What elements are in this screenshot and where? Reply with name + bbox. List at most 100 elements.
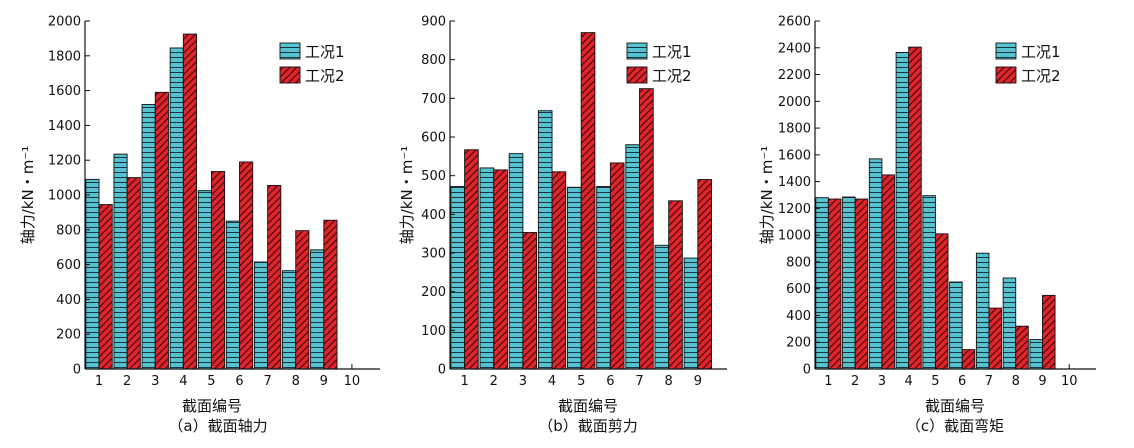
bar-c-s1-6 bbox=[949, 281, 963, 370]
bar-b-s2-8 bbox=[668, 200, 683, 370]
xtick-label-b: 3 bbox=[519, 374, 527, 389]
legend-label-b-s2: 工况2 bbox=[652, 67, 692, 85]
bar-a-s2-7 bbox=[267, 184, 282, 370]
ytick-label-a: 1800 bbox=[48, 49, 81, 64]
ytick-label-b: 600 bbox=[421, 131, 446, 146]
ytick-label-c: 800 bbox=[786, 255, 811, 270]
bar-a-s1-6 bbox=[225, 220, 240, 370]
bar-a-s1-2 bbox=[113, 153, 128, 370]
ytick-label-c: 600 bbox=[786, 282, 811, 297]
legend-label-c-s1: 工况1 bbox=[1021, 43, 1061, 61]
xtick-label-c: 3 bbox=[878, 374, 886, 389]
xtick-label-c: 6 bbox=[958, 374, 966, 389]
caption-a: （a）截面轴力 bbox=[168, 417, 267, 435]
xtick-label-c: 4 bbox=[905, 374, 913, 389]
bar-b-s1-3 bbox=[508, 153, 524, 370]
xtick-label-b: 9 bbox=[694, 374, 702, 389]
bar-c-s2-8 bbox=[1015, 325, 1029, 370]
xtick-label-c: 10 bbox=[1061, 374, 1078, 389]
ytick-label-c: 0 bbox=[803, 363, 811, 378]
ytick-label-b: 200 bbox=[421, 285, 446, 300]
bar-a-s2-2 bbox=[126, 177, 141, 370]
xtick-label-a: 3 bbox=[151, 374, 159, 389]
bar-b-s1-2 bbox=[479, 167, 495, 370]
ytick-label-a: 1400 bbox=[48, 119, 81, 134]
bar-b-s2-1 bbox=[464, 149, 479, 370]
bar-a-s1-9 bbox=[310, 249, 325, 370]
bar-a-s1-3 bbox=[141, 104, 156, 370]
legend-label-a-s2: 工况2 bbox=[305, 67, 345, 85]
bar-a-s1-8 bbox=[282, 270, 297, 370]
bar-c-s1-3 bbox=[868, 158, 883, 370]
ytick-label-a: 1600 bbox=[48, 84, 81, 99]
xtick-label-b: 2 bbox=[490, 374, 498, 389]
ytick-label-a: 1200 bbox=[48, 154, 81, 169]
legend-label-b-s1: 工况1 bbox=[652, 43, 692, 61]
ytick-label-b: 400 bbox=[421, 208, 446, 223]
xtick-label-a: 5 bbox=[207, 374, 215, 389]
legend-label-c-s2: 工况2 bbox=[1021, 67, 1061, 85]
bar-c-s2-3 bbox=[881, 174, 895, 370]
bar-b-s2-4 bbox=[551, 171, 567, 370]
bar-b-s2-6 bbox=[609, 162, 625, 370]
ytick-label-a: 2000 bbox=[48, 15, 81, 30]
xtick-label-a: 7 bbox=[263, 374, 271, 389]
ytick-label-c: 1600 bbox=[778, 148, 811, 163]
ytick-label-a: 600 bbox=[56, 258, 81, 273]
bar-a-s1-5 bbox=[197, 190, 212, 370]
ytick-label-a: 0 bbox=[73, 363, 81, 378]
bar-a-s2-1 bbox=[98, 204, 113, 370]
xtick-label-a: 6 bbox=[235, 374, 243, 389]
bar-a-s2-5 bbox=[210, 171, 226, 370]
bar-b-s2-9 bbox=[697, 179, 712, 370]
xlabel-a: 截面编号 bbox=[182, 397, 242, 415]
xtick-label-c: 1 bbox=[824, 374, 832, 389]
ytick-label-b: 800 bbox=[421, 53, 446, 68]
ytick-label-b: 700 bbox=[421, 92, 446, 107]
bar-c-s1-4 bbox=[895, 52, 910, 370]
xtick-label-b: 6 bbox=[606, 374, 614, 389]
xtick-label-a: 8 bbox=[292, 374, 300, 389]
bar-c-s2-4 bbox=[908, 46, 922, 370]
ytick-label-c: 2200 bbox=[778, 68, 811, 83]
ylabel-b: 轴力/kN・m⁻¹ bbox=[398, 146, 416, 245]
xtick-label-b: 7 bbox=[635, 374, 643, 389]
bar-c-s1-5 bbox=[922, 195, 936, 370]
xtick-label-c: 5 bbox=[931, 374, 939, 389]
bar-c-s1-8 bbox=[1002, 277, 1017, 370]
bar-a-s2-4 bbox=[182, 33, 197, 370]
ytick-label-c: 1800 bbox=[778, 122, 811, 137]
bar-c-s1-2 bbox=[842, 196, 856, 370]
legend-swatch-a-s2 bbox=[279, 66, 301, 84]
bar-c-s1-1 bbox=[815, 197, 829, 370]
bar-a-s2-9 bbox=[323, 219, 338, 370]
plot-a: 0 200 400 600 800 1000 1200 1400 1600 1800 2000 1 2 3… bbox=[48, 15, 380, 389]
bar-c-s2-6 bbox=[961, 349, 976, 370]
bar-a-s1-7 bbox=[253, 261, 269, 370]
bar-a-s2-3 bbox=[154, 91, 169, 370]
legend-swatch-c-s2 bbox=[995, 66, 1017, 84]
ytick-label-c: 2400 bbox=[778, 41, 811, 56]
legend-swatch-a-s1 bbox=[279, 42, 301, 60]
ytick-label-a: 1000 bbox=[48, 189, 81, 204]
ytick-label-c: 200 bbox=[786, 336, 811, 351]
xtick-label-a: 9 bbox=[320, 374, 328, 389]
ytick-label-c: 1200 bbox=[778, 202, 811, 217]
bar-a-s1-4 bbox=[169, 47, 184, 370]
plot-c: 0 200 400 600 800 1000 1200 1400 1600 1800 2000 220… bbox=[778, 15, 1096, 389]
xtick-label-a: 2 bbox=[123, 374, 131, 389]
ytick-label-b: 100 bbox=[421, 324, 446, 339]
ylabel-a: 轴力/kN・m⁻¹ bbox=[19, 146, 37, 245]
xtick-label-c: 7 bbox=[985, 374, 993, 389]
bar-b-s2-3 bbox=[522, 232, 538, 370]
ytick-label-b: 900 bbox=[421, 15, 446, 30]
ytick-label-c: 400 bbox=[786, 309, 811, 324]
legend-label-a-s1: 工况1 bbox=[305, 43, 345, 61]
caption-b: （b）截面剪力 bbox=[538, 417, 638, 435]
legend-swatch-b-s2 bbox=[626, 66, 648, 84]
ytick-label-c: 2600 bbox=[778, 15, 811, 30]
caption-c: （c）截面弯矩 bbox=[906, 417, 1004, 435]
ytick-label-b: 500 bbox=[421, 169, 446, 184]
bar-c-s2-7 bbox=[988, 307, 1002, 370]
bar-a-s1-1 bbox=[85, 178, 100, 370]
